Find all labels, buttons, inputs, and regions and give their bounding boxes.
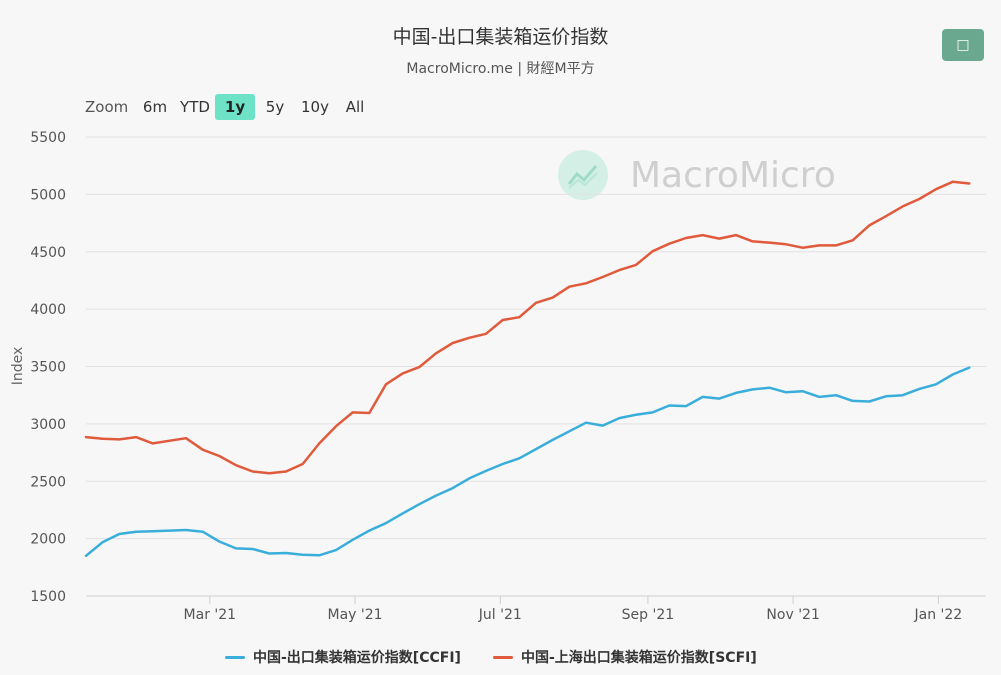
zoom-1y-button[interactable]: 1y — [215, 94, 255, 120]
zoom-10y-button[interactable]: 10y — [301, 98, 329, 116]
chart-subtitle: MacroMicro.me | 財經M平方 — [406, 61, 595, 77]
chart-title: 中国-出口集装箱运价指数 — [392, 26, 609, 48]
zoom-ytd-button[interactable]: YTD — [180, 98, 210, 116]
series-line-scfi[interactable] — [84, 180, 971, 475]
y-tick-label: 5500 — [30, 130, 66, 146]
y-tick-label: 4500 — [30, 245, 66, 261]
chart-menu-button[interactable]: □ — [942, 29, 984, 61]
legend-item-ccfi[interactable]: 中国-出口集装箱运价指数[CCFI] — [225, 648, 461, 666]
watermark-text: MacroMicro — [630, 154, 836, 196]
legend-swatch-scfi — [493, 655, 513, 659]
zoom-label: Zoom — [85, 98, 129, 116]
menu-icon: □ — [956, 37, 970, 53]
y-tick-label: 4000 — [30, 302, 66, 318]
macromicro-logo-icon — [558, 150, 608, 200]
x-tick-label: Jul '21 — [478, 607, 522, 623]
watermark: MacroMicro — [558, 150, 836, 200]
y-axis-label: Index — [10, 347, 26, 386]
y-tick-label: 2500 — [30, 474, 66, 490]
y-tick-label: 3500 — [30, 360, 66, 376]
zoom-6m-button[interactable]: 6m — [142, 98, 168, 116]
series-line-ccfi[interactable] — [84, 366, 971, 558]
x-tick-label: Jan '22 — [914, 607, 963, 623]
y-tick-label: 2000 — [30, 532, 66, 548]
x-tick-label: Sep '21 — [622, 607, 675, 623]
zoom-all-button[interactable]: All — [345, 98, 365, 116]
legend-label-scfi: 中国-上海出口集装箱运价指数[SCFI] — [521, 650, 757, 666]
legend-label-ccfi: 中国-出口集装箱运价指数[CCFI] — [253, 650, 461, 666]
x-tick-label: Nov '21 — [766, 607, 819, 623]
y-tick-label: 5000 — [30, 187, 66, 203]
y-tick-label: 1500 — [30, 589, 66, 605]
legend-item-scfi[interactable]: 中国-上海出口集装箱运价指数[SCFI] — [493, 648, 757, 666]
x-tick-label: Mar '21 — [184, 607, 237, 623]
zoom-5y-button[interactable]: 5y — [265, 98, 285, 116]
legend-swatch-ccfi — [225, 655, 245, 659]
y-tick-label: 3000 — [30, 417, 66, 433]
x-tick-label: May '21 — [328, 607, 383, 623]
